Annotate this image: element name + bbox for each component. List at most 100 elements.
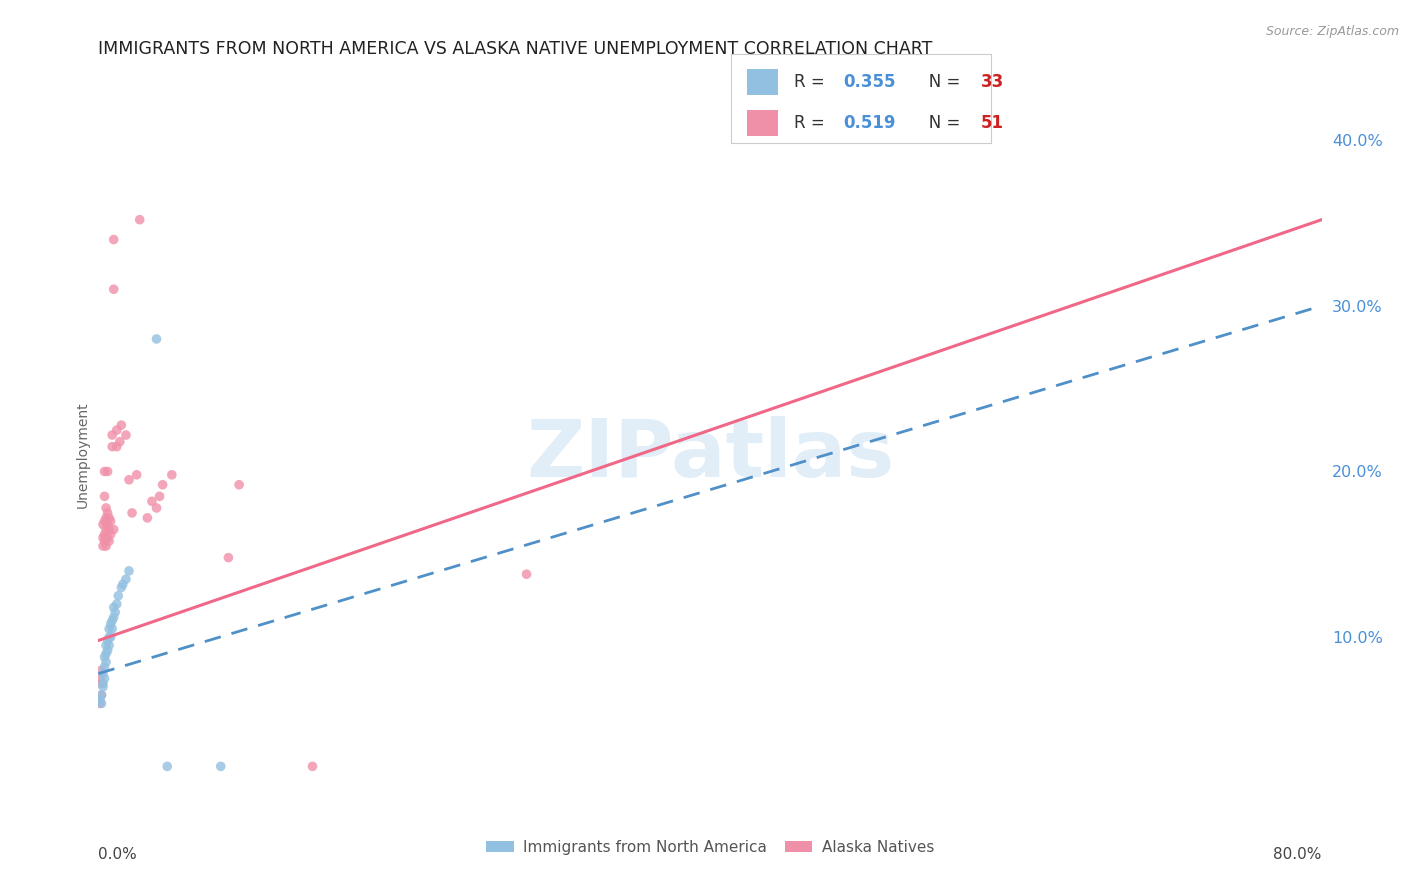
Point	[91, 539, 114, 553]
Point	[100, 514, 122, 528]
Point	[94, 539, 117, 553]
Point	[90, 676, 112, 690]
Text: N =: N =	[914, 114, 966, 132]
Point	[100, 630, 122, 644]
Point	[97, 506, 120, 520]
Point	[115, 572, 138, 586]
Point	[90, 688, 112, 702]
Point	[93, 650, 115, 665]
Point	[93, 527, 115, 541]
Point	[156, 759, 179, 773]
Point	[101, 622, 124, 636]
Point	[98, 630, 121, 644]
Point	[160, 467, 183, 482]
Point	[228, 477, 250, 491]
Point	[97, 517, 120, 532]
Point	[105, 597, 128, 611]
Point	[103, 600, 125, 615]
Point	[136, 511, 159, 525]
Text: ZIPatlas: ZIPatlas	[526, 416, 894, 494]
Text: 0.519: 0.519	[844, 114, 896, 132]
Point	[98, 622, 121, 636]
Point	[100, 527, 122, 541]
Point	[103, 610, 125, 624]
Point	[101, 428, 124, 442]
Point	[91, 666, 114, 681]
Point	[89, 672, 111, 686]
Point	[97, 465, 120, 479]
Text: R =: R =	[793, 73, 830, 91]
Point	[89, 697, 111, 711]
Point	[90, 688, 112, 702]
Text: 33: 33	[981, 73, 1004, 91]
Y-axis label: Unemployment: Unemployment	[76, 401, 90, 508]
Point	[104, 605, 127, 619]
Point	[516, 567, 538, 582]
Point	[145, 332, 167, 346]
Point	[93, 672, 115, 686]
Point	[100, 616, 122, 631]
Point	[152, 477, 174, 491]
Point	[91, 680, 114, 694]
Point	[101, 614, 124, 628]
Point	[91, 676, 114, 690]
Point	[97, 643, 120, 657]
FancyBboxPatch shape	[747, 69, 778, 95]
Point	[91, 517, 114, 532]
Text: N =: N =	[914, 73, 966, 91]
Point	[118, 473, 141, 487]
Point	[105, 440, 128, 454]
Point	[108, 434, 131, 449]
Text: R =: R =	[793, 114, 830, 132]
Legend: Immigrants from North America, Alaska Natives: Immigrants from North America, Alaska Na…	[479, 834, 941, 862]
Point	[94, 639, 117, 653]
Point	[94, 511, 117, 525]
Text: 80.0%: 80.0%	[1274, 847, 1322, 862]
Point	[98, 523, 121, 537]
Text: 0.0%: 0.0%	[98, 847, 138, 862]
Point	[103, 523, 125, 537]
Point	[94, 500, 117, 515]
Point	[98, 534, 121, 549]
Point	[90, 697, 112, 711]
Point	[141, 494, 163, 508]
Text: 51: 51	[981, 114, 1004, 132]
Text: IMMIGRANTS FROM NORTH AMERICA VS ALASKA NATIVE UNEMPLOYMENT CORRELATION CHART: IMMIGRANTS FROM NORTH AMERICA VS ALASKA …	[98, 40, 932, 58]
Text: Source: ZipAtlas.com: Source: ZipAtlas.com	[1265, 25, 1399, 38]
Point	[97, 633, 120, 648]
Point	[149, 489, 172, 503]
Point	[209, 759, 232, 773]
FancyBboxPatch shape	[747, 110, 778, 136]
Point	[110, 418, 132, 433]
Point	[103, 233, 125, 247]
Point	[93, 489, 115, 503]
Point	[98, 639, 121, 653]
Point	[107, 589, 129, 603]
Point	[145, 500, 167, 515]
Point	[97, 531, 120, 545]
Point	[91, 531, 114, 545]
Point	[93, 660, 115, 674]
Point	[93, 514, 115, 528]
Point	[94, 647, 117, 661]
Point	[128, 212, 150, 227]
Point	[125, 467, 148, 482]
Point	[94, 655, 117, 669]
Point	[98, 511, 121, 525]
Point	[101, 440, 124, 454]
Point	[217, 550, 239, 565]
Point	[111, 577, 134, 591]
Point	[93, 465, 115, 479]
Point	[89, 693, 111, 707]
Point	[103, 282, 125, 296]
Point	[94, 523, 117, 537]
Point	[93, 534, 115, 549]
Point	[105, 423, 128, 437]
Point	[115, 428, 138, 442]
Point	[118, 564, 141, 578]
Point	[301, 759, 323, 773]
Point	[110, 581, 132, 595]
Point	[121, 506, 143, 520]
Point	[90, 663, 112, 677]
Point	[94, 531, 117, 545]
